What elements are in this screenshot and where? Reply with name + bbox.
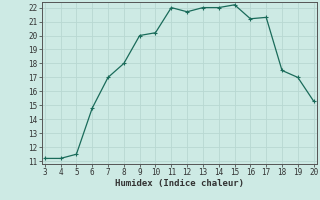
X-axis label: Humidex (Indice chaleur): Humidex (Indice chaleur)	[115, 179, 244, 188]
